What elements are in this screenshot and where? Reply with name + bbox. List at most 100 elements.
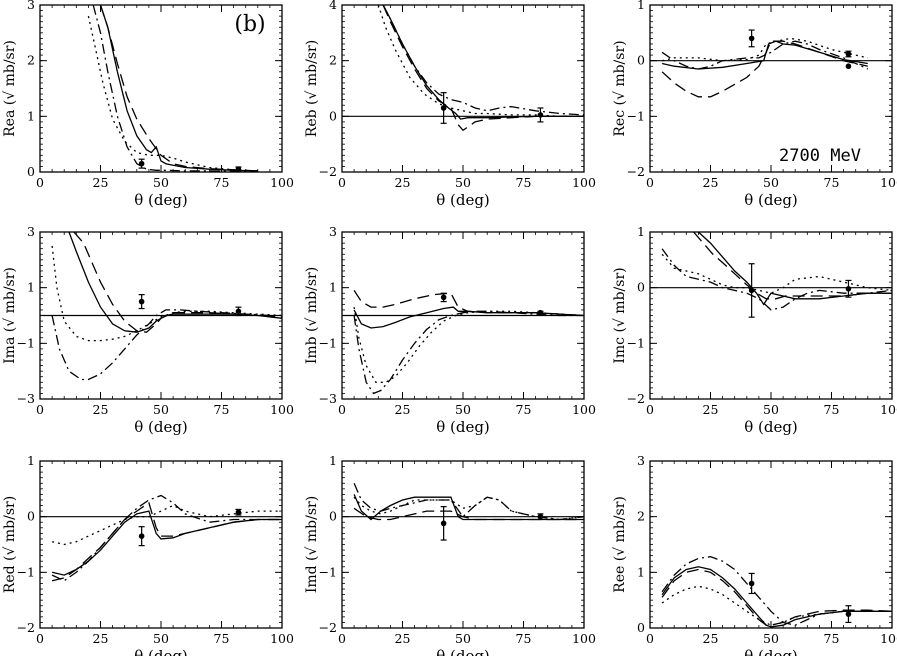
series-line-dotted	[661, 253, 892, 294]
series-line-dotted	[353, 306, 584, 383]
series-line-dashed	[51, 501, 282, 582]
x-tick-label: 75	[214, 175, 230, 190]
panel-ree: 0 25 50 75 100 0 1 2 3 Ree (√ mb/sr) θ (deg)	[612, 453, 897, 656]
data-point	[440, 105, 447, 111]
x-axis-label: θ (deg)	[744, 647, 798, 656]
panel-ima: 0 25 50 75 100 −3 −1 1 3 Ima (√ mb/sr) θ (deg)	[2, 224, 294, 436]
y-tick-label: 1	[637, 224, 645, 239]
y-tick-label: −2	[17, 620, 35, 635]
y-tick-label: 3	[329, 224, 337, 239]
x-tick-label: 100	[572, 175, 596, 190]
plot-frame	[341, 460, 585, 629]
x-tick-label: 0	[338, 402, 346, 417]
data-point	[138, 160, 145, 167]
y-tick-label: 2	[637, 509, 645, 524]
y-tick-label: −1	[17, 335, 35, 350]
series-line-dashdot	[661, 40, 869, 70]
y-tick-label: −1	[627, 108, 645, 123]
x-tick-label: 50	[763, 631, 779, 646]
y-tick-label: 4	[329, 0, 337, 12]
x-tick-label: 25	[703, 631, 719, 646]
x-tick-label: 75	[214, 402, 230, 417]
x-tick-label: 75	[516, 631, 532, 646]
data-point	[748, 287, 755, 294]
y-axis-label: Ima (√ mb/sr)	[2, 267, 18, 364]
y-tick-label: 1	[27, 280, 35, 295]
x-tick-label: 0	[646, 631, 654, 646]
y-tick-label: 1	[27, 108, 35, 123]
series-line-dashdot	[92, 5, 258, 172]
y-axis-label: Ree (√ mb/sr)	[612, 496, 628, 593]
y-tick-label: 3	[637, 453, 645, 468]
x-tick-label: 50	[153, 175, 169, 190]
y-tick-label: 1	[329, 453, 337, 468]
series-line-dashed	[661, 40, 868, 98]
y-tick-label: 0	[329, 108, 337, 123]
y-tick-label: 1	[27, 453, 35, 468]
series-line-dashdot	[51, 309, 282, 381]
x-tick-label: 75	[824, 402, 840, 417]
panel-rec: 0 25 50 75 100 −2 −1 0 1 Rec (√ mb/sr) θ (deg)	[612, 0, 897, 209]
data-point	[845, 285, 852, 292]
x-tick-label: 75	[214, 631, 230, 646]
data-point	[440, 294, 447, 301]
series-line-dotted	[661, 585, 892, 626]
data-point	[748, 35, 755, 42]
series-line-solid	[382, 5, 584, 120]
plot-frame	[649, 231, 893, 400]
x-tick-label: 100	[270, 402, 294, 417]
x-tick-label: 100	[572, 631, 596, 646]
y-tick-label: 0	[27, 164, 35, 179]
x-tick-label: 100	[880, 631, 897, 646]
data-point	[440, 520, 447, 527]
y-tick-label: 1	[637, 564, 645, 579]
y-tick-label: −2	[627, 391, 645, 406]
data-point	[845, 63, 852, 70]
x-tick-label: 25	[703, 402, 719, 417]
x-axis-label: θ (deg)	[744, 418, 798, 436]
x-tick-label: 0	[36, 175, 44, 190]
x-tick-label: 25	[93, 631, 109, 646]
series-line-dashed	[73, 232, 282, 333]
y-tick-label: −2	[627, 164, 645, 179]
series-line-solid	[661, 566, 892, 628]
series-line-dashdot	[51, 494, 282, 582]
y-tick-label: 0	[27, 509, 35, 524]
x-tick-label: 100	[270, 631, 294, 646]
panel-imc: 0 25 50 75 100 −2 −1 0 1 Imc (√ mb/sr) θ (deg)	[612, 224, 897, 436]
x-tick-label: 0	[338, 175, 346, 190]
panel-red: 0 25 50 75 100 −2 −1 0 1 Red (√ mb/sr) θ (deg)	[2, 453, 294, 656]
data-point	[537, 112, 544, 118]
y-tick-label: 2	[329, 53, 337, 68]
x-tick-label: 25	[703, 175, 719, 190]
y-tick-label: 1	[637, 0, 645, 12]
x-axis-label: θ (deg)	[744, 191, 798, 209]
x-tick-label: 50	[455, 631, 471, 646]
x-tick-label: 100	[270, 175, 294, 190]
y-tick-label: −3	[319, 391, 337, 406]
y-tick-label: −1	[627, 335, 645, 350]
y-tick-label: 0	[329, 509, 337, 524]
data-point	[235, 166, 242, 173]
x-tick-label: 0	[646, 402, 654, 417]
x-tick-label: 100	[572, 402, 596, 417]
data-point	[138, 298, 145, 305]
data-point	[235, 509, 242, 516]
x-tick-label: 0	[338, 631, 346, 646]
y-tick-label: −1	[319, 564, 337, 579]
x-axis-label: θ (deg)	[134, 191, 188, 209]
x-tick-label: 50	[153, 631, 169, 646]
x-tick-label: 75	[516, 402, 532, 417]
x-tick-label: 50	[455, 175, 471, 190]
series-line-solid	[353, 306, 584, 329]
x-axis-label: θ (deg)	[436, 647, 490, 656]
x-tick-label: 25	[93, 402, 109, 417]
x-axis-label: θ (deg)	[436, 191, 490, 209]
plot-frame	[341, 4, 585, 173]
x-tick-label: 75	[516, 175, 532, 190]
y-axis-label: Reb (√ mb/sr)	[304, 40, 320, 137]
series-line-solid	[51, 510, 282, 576]
series-line-dotted	[353, 496, 584, 521]
